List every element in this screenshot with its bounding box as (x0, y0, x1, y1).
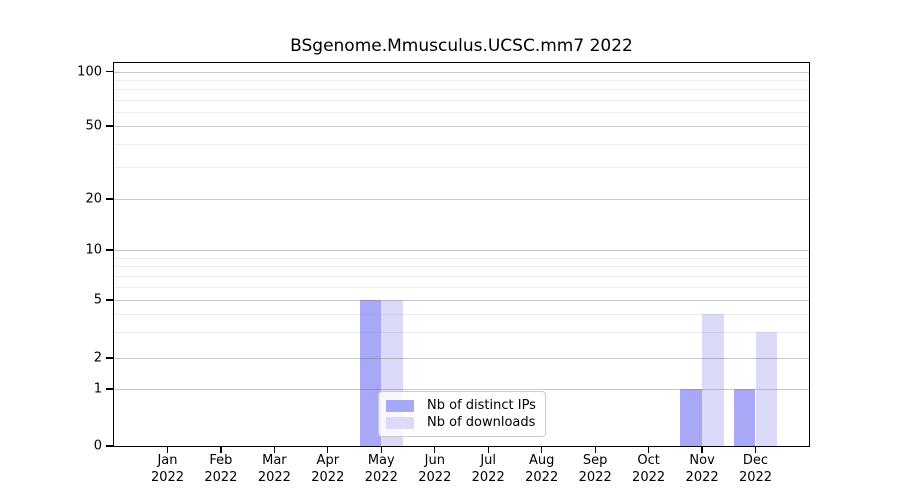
legend-swatch-nb-of-distinct-ips (386, 399, 414, 412)
y-tick-label-2: 2 (93, 350, 102, 366)
gridline-major-20 (114, 199, 809, 200)
gridline-major-5 (114, 300, 809, 301)
x-tick-label-mar: Mar 2022 (239, 453, 309, 486)
x-tick-mark-sep (594, 447, 596, 453)
x-tick-month-jul: Jul (480, 453, 497, 468)
x-tick-label-apr: Apr 2022 (293, 453, 363, 486)
x-tick-year-jul: 2022 (471, 469, 505, 485)
x-tick-mark-jan (166, 447, 169, 453)
legend-label-nb-of-distinct-ips: Nb of distinct IPs (427, 398, 536, 413)
x-tick-mark-nov (701, 447, 703, 453)
x-tick-year-nov: 2022 (685, 469, 719, 485)
x-tick-mark-jun (434, 447, 436, 453)
legend-label-nb-of-downloads: Nb of downloads (427, 415, 536, 430)
y-tick-mark-5 (106, 299, 113, 301)
plot-area (113, 62, 810, 447)
x-tick-label-may: May 2022 (346, 453, 416, 486)
x-tick-label-dec: Dec 2022 (721, 453, 791, 486)
gridline-major-50 (114, 126, 809, 127)
x-tick-mark-feb (220, 447, 222, 453)
bar-nb-of-downloads-nov (702, 314, 724, 446)
x-tick-month-sep: Sep (582, 453, 608, 468)
gridline-minor-7 (114, 275, 809, 277)
x-tick-label-aug: Aug 2022 (507, 453, 577, 486)
x-tick-year-may: 2022 (364, 469, 398, 485)
x-tick-label-oct: Oct 2022 (614, 453, 684, 486)
x-tick-mark-mar (273, 447, 276, 453)
gridline-minor-4 (114, 314, 809, 316)
x-tick-month-jun: Jun (424, 453, 445, 468)
plot-inner (114, 63, 809, 446)
x-tick-label-nov: Nov 2022 (667, 453, 737, 486)
y-tick-mark-20 (106, 198, 113, 200)
x-tick-month-oct: Oct (637, 453, 660, 468)
gridline-minor-40 (114, 143, 809, 145)
x-tick-month-dec: Dec (742, 453, 769, 468)
x-tick-month-feb: Feb (209, 453, 233, 468)
x-tick-month-jan: Jan (157, 453, 178, 468)
x-tick-month-aug: Aug (528, 453, 555, 468)
legend: Nb of distinct IPs Nb of downloads (378, 391, 546, 437)
chart-title: BSgenome.Mmusculus.UCSC.mm7 2022 (290, 36, 633, 56)
x-tick-label-jun: Jun 2022 (400, 453, 470, 486)
x-tick-label-jan: Jan 2022 (133, 453, 203, 486)
x-tick-year-sep: 2022 (578, 469, 612, 485)
gridline-minor-70 (114, 99, 809, 101)
x-tick-year-jan: 2022 (150, 469, 185, 485)
x-tick-year-dec: 2022 (738, 469, 773, 485)
y-tick-mark-50 (106, 125, 113, 127)
y-tick-mark-1 (106, 388, 113, 390)
x-tick-month-nov: Nov (689, 453, 715, 468)
gridline-minor-6 (114, 286, 809, 288)
x-tick-label-jul: Jul 2022 (453, 453, 523, 486)
bar-nb-of-distinct-ips-nov (680, 389, 703, 446)
bar-nb-of-distinct-ips-may (359, 300, 382, 446)
y-tick-mark-0 (106, 445, 113, 447)
legend-swatch-nb-of-downloads (386, 416, 414, 429)
gridline-minor-3 (114, 332, 809, 334)
gridline-major-1 (114, 389, 809, 390)
x-tick-mark-dec (754, 447, 757, 453)
x-tick-label-sep: Sep 2022 (560, 453, 630, 486)
x-tick-year-jun: 2022 (418, 469, 452, 485)
y-tick-mark-100 (106, 70, 113, 73)
gridline-minor-90 (114, 79, 809, 81)
y-tick-mark-2 (106, 357, 113, 359)
x-tick-mark-may (380, 447, 382, 453)
y-tick-label-5: 5 (93, 292, 102, 308)
gridline-major-10 (114, 250, 809, 251)
y-tick-label-20: 20 (85, 191, 102, 207)
x-tick-year-oct: 2022 (632, 469, 666, 485)
gridline-minor-30 (114, 166, 809, 168)
x-tick-mark-apr (327, 447, 329, 453)
x-tick-month-apr: Apr (316, 453, 340, 468)
gridline-major-100 (114, 71, 809, 73)
gridline-minor-8 (114, 266, 809, 268)
x-tick-mark-aug (541, 447, 543, 453)
y-tick-label-0: 0 (93, 438, 102, 454)
y-tick-label-50: 50 (85, 118, 102, 134)
gridline-minor-80 (114, 89, 809, 90)
bar-nb-of-distinct-ips-dec (733, 389, 756, 446)
x-tick-month-may: May (367, 453, 395, 468)
x-tick-month-mar: Mar (262, 453, 287, 468)
gridline-major-2 (114, 358, 809, 359)
x-tick-year-apr: 2022 (311, 469, 345, 485)
y-tick-label-10: 10 (85, 242, 102, 258)
y-tick-label-100: 100 (77, 64, 102, 79)
x-tick-year-feb: 2022 (204, 469, 238, 485)
x-tick-mark-oct (647, 447, 650, 453)
legend-row-nb-of-downloads: Nb of downloads (386, 414, 537, 431)
legend-row-nb-of-distinct-ips: Nb of distinct IPs (386, 397, 537, 414)
y-tick-mark-10 (106, 249, 113, 251)
x-tick-label-feb: Feb 2022 (186, 453, 256, 486)
x-tick-year-mar: 2022 (257, 469, 291, 485)
gridline-minor-60 (114, 111, 809, 113)
x-tick-year-aug: 2022 (525, 469, 559, 485)
x-tick-mark-jul (487, 447, 489, 453)
gridline-minor-9 (114, 257, 809, 259)
bar-nb-of-downloads-dec (755, 332, 778, 446)
y-tick-label-1: 1 (93, 381, 102, 397)
